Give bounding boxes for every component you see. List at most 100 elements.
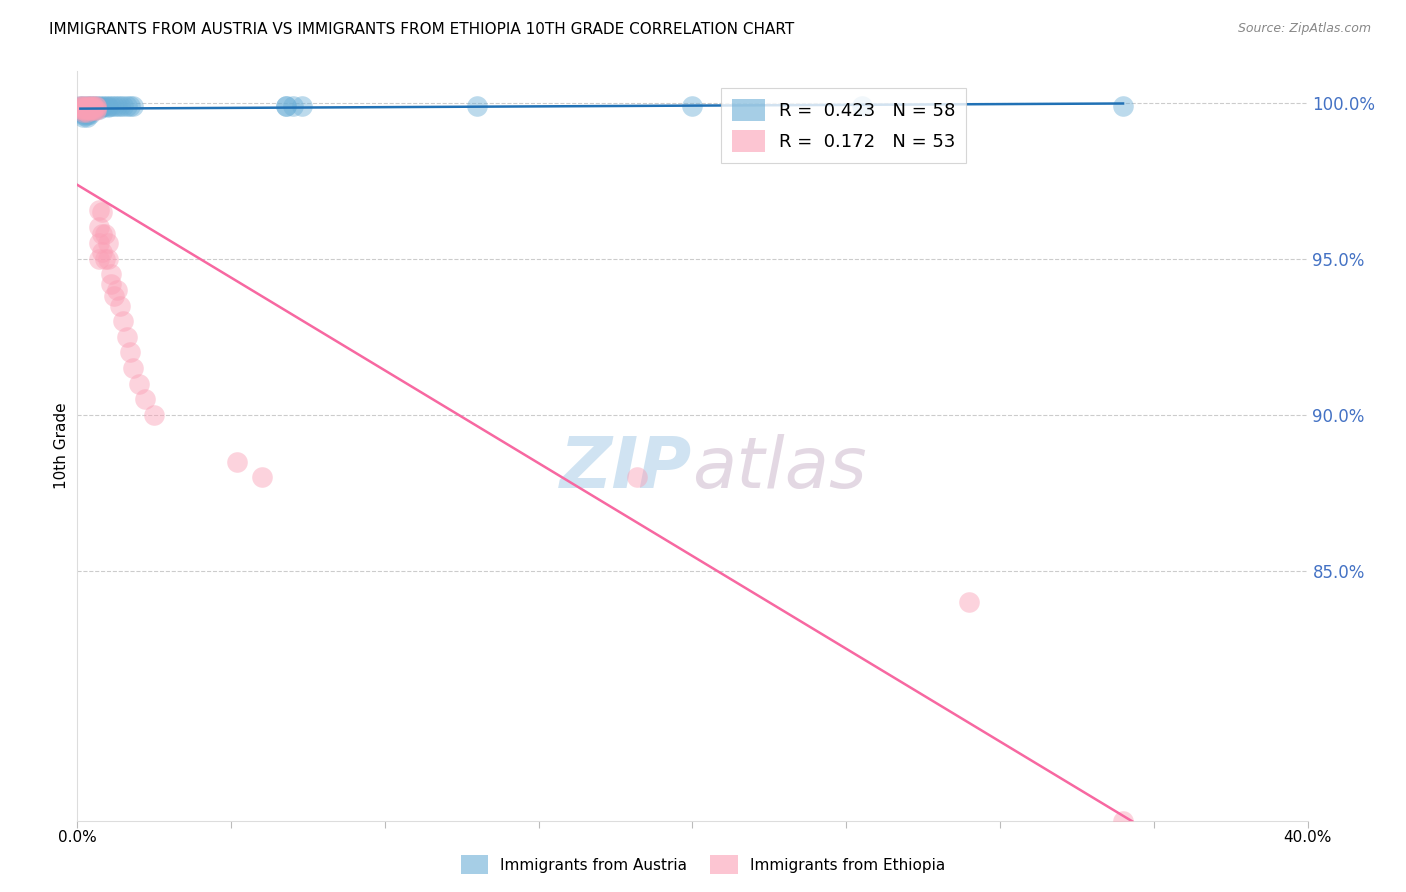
Point (69, 98, 91, 112)
Point (79, 100, 101, 114)
Point (69, 98, 91, 112)
Point (79, 98, 101, 112)
Point (115, 98, 138, 112)
Point (851, 98, 873, 112)
Point (76, 98, 98, 112)
Y-axis label: 10th Grade: 10th Grade (53, 402, 69, 490)
Point (97, 100, 120, 114)
Point (82, 98, 104, 112)
Point (76, 106, 98, 120)
Point (76, 110, 98, 124)
Point (97, 252, 120, 266)
Point (72, 108, 94, 122)
Point (76, 100, 98, 114)
Point (276, 98, 298, 112)
Point (112, 98, 135, 112)
Point (79, 104, 101, 119)
Point (105, 283, 128, 297)
Point (110, 98, 132, 112)
Point (84, 103, 107, 118)
Point (72, 103, 94, 118)
Point (110, 298, 132, 312)
Point (76, 103, 98, 118)
Point (1112, 814, 1135, 828)
Point (94, 227, 117, 241)
Point (82, 100, 104, 114)
Point (69, 102, 91, 116)
Point (105, 98, 128, 112)
Point (90, 98, 114, 112)
Point (82, 98, 104, 112)
Point (82, 100, 104, 114)
Point (79, 100, 101, 114)
Point (115, 329, 138, 343)
Point (682, 98, 704, 112)
Point (90, 100, 114, 114)
Point (90, 245, 114, 260)
Point (79, 103, 101, 118)
Point (121, 98, 143, 112)
Point (79, 103, 101, 118)
Point (72, 102, 94, 116)
Point (79, 106, 101, 120)
Point (79, 102, 101, 116)
Point (465, 98, 488, 112)
Point (100, 98, 122, 112)
Point (103, 289, 125, 303)
Point (72, 104, 94, 119)
Point (97, 236, 120, 251)
Point (134, 392, 156, 406)
Point (72, 98, 94, 112)
Point (72, 104, 94, 119)
Point (79, 98, 101, 112)
Point (72, 102, 94, 116)
Point (82, 102, 104, 116)
Point (87, 236, 110, 251)
Point (128, 376, 150, 391)
Point (76, 103, 98, 118)
Point (103, 98, 125, 112)
Point (87, 100, 110, 114)
Point (72, 100, 94, 114)
Text: atlas: atlas (693, 434, 868, 503)
Point (90, 227, 114, 241)
Point (69, 102, 91, 116)
Point (250, 470, 273, 484)
Point (94, 98, 117, 112)
Point (79, 102, 101, 116)
Point (69, 103, 91, 118)
Point (87, 252, 110, 266)
Point (100, 277, 122, 291)
Point (1112, 98, 1135, 112)
Point (87, 102, 110, 116)
Point (72, 106, 94, 120)
Point (94, 252, 117, 266)
Point (291, 98, 314, 112)
Text: 0.0%: 0.0% (58, 830, 97, 845)
Point (100, 268, 122, 282)
Point (76, 100, 98, 114)
Point (84, 102, 107, 116)
Point (72, 110, 94, 124)
Point (76, 102, 98, 116)
Point (69, 100, 91, 114)
Point (143, 408, 166, 422)
Text: 40.0%: 40.0% (1284, 830, 1331, 845)
Point (226, 454, 249, 468)
Point (76, 98, 98, 112)
Point (84, 102, 107, 116)
Point (76, 104, 98, 119)
Point (72, 100, 94, 114)
Point (112, 314, 135, 328)
Point (72, 103, 94, 118)
Point (76, 102, 98, 116)
Point (84, 98, 107, 112)
Point (76, 104, 98, 119)
Point (87, 220, 110, 235)
Legend: R =  0.423   N = 58, R =  0.172   N = 53: R = 0.423 N = 58, R = 0.172 N = 53 (721, 88, 966, 162)
Text: ZIP: ZIP (560, 434, 693, 503)
Point (84, 100, 107, 114)
Point (82, 103, 104, 118)
Point (118, 98, 141, 112)
Point (69, 104, 91, 119)
